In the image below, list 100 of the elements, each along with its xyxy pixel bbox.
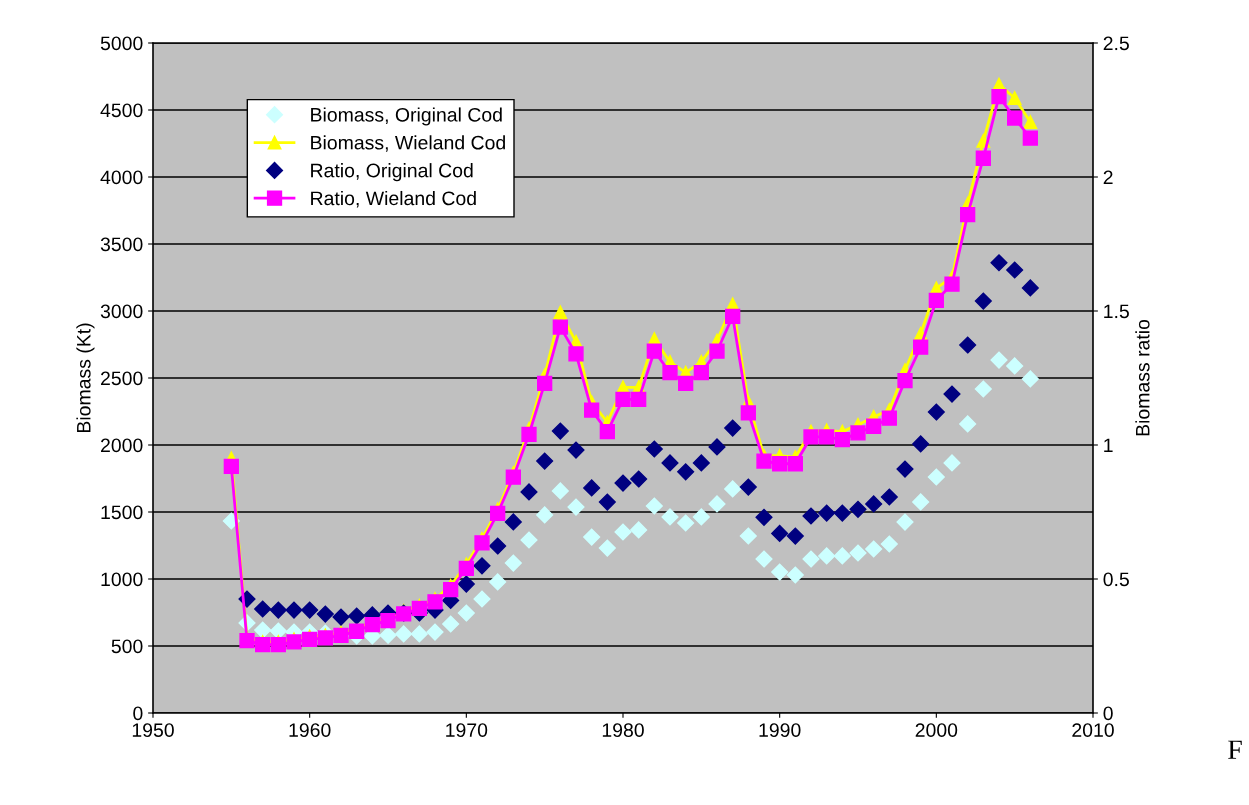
y-tick-label: 2000 — [101, 438, 143, 453]
point — [379, 626, 397, 644]
y2-tick-label: 0 — [1103, 706, 1113, 721]
point — [567, 441, 585, 459]
x-tick-label: 1960 — [289, 723, 331, 737]
y-tick-label: 4500 — [100, 103, 143, 118]
legend-label: Biomass, Original Cod — [311, 107, 502, 126]
y-tick-label: 1000 — [101, 572, 143, 587]
point — [802, 507, 820, 525]
point — [975, 150, 991, 166]
point — [645, 497, 663, 515]
legend-label: Biomass, Wieland Cod — [311, 135, 505, 152]
point — [631, 391, 647, 408]
point — [255, 637, 271, 653]
point — [756, 453, 772, 469]
point — [537, 375, 553, 391]
x-tick-label: 2000 — [915, 723, 958, 737]
point — [661, 508, 679, 526]
point — [583, 479, 601, 497]
point — [490, 505, 506, 521]
point — [880, 488, 898, 506]
y2-tick-label: 1 — [1104, 438, 1113, 453]
point — [677, 514, 695, 532]
point — [567, 498, 585, 516]
point — [943, 385, 961, 403]
point — [849, 544, 867, 562]
text: F — [1228, 740, 1242, 759]
point — [598, 539, 616, 557]
point — [645, 440, 663, 458]
point — [786, 527, 804, 545]
point — [474, 535, 490, 551]
point — [223, 458, 239, 475]
point — [880, 535, 898, 553]
y-tick-label: 500 — [111, 639, 143, 654]
point — [849, 500, 867, 518]
point — [380, 612, 396, 629]
point — [818, 547, 836, 565]
point — [457, 604, 475, 622]
point — [536, 452, 554, 470]
point — [395, 625, 413, 643]
point — [802, 550, 820, 568]
y-tick-label: 3500 — [100, 237, 143, 252]
point — [551, 422, 569, 440]
point — [505, 469, 521, 485]
point — [568, 346, 584, 362]
point — [678, 375, 694, 391]
point — [881, 410, 897, 426]
point — [348, 607, 366, 625]
point — [708, 438, 726, 456]
y-axis-title: Biomass (Kt) — [76, 323, 95, 433]
point — [960, 206, 976, 223]
point — [552, 319, 568, 335]
point — [693, 365, 709, 381]
point — [1006, 261, 1024, 279]
point — [662, 365, 678, 381]
y-tick-label: 5000 — [100, 36, 143, 51]
point — [740, 405, 756, 421]
point — [725, 308, 741, 324]
point — [786, 566, 804, 584]
point — [269, 601, 287, 619]
point — [254, 600, 272, 618]
y-tick-label: 1500 — [101, 505, 143, 520]
x-tick-label: 1980 — [602, 723, 644, 737]
y-tick-label: 3000 — [100, 304, 143, 319]
point — [332, 608, 350, 626]
y-tick-label: 2500 — [101, 371, 143, 386]
point — [928, 292, 944, 308]
point — [1007, 110, 1023, 126]
point — [614, 474, 632, 492]
point — [599, 423, 615, 440]
point — [990, 254, 1008, 272]
point — [536, 506, 554, 524]
point — [943, 454, 961, 472]
point — [990, 351, 1008, 369]
point — [239, 633, 255, 649]
point — [709, 343, 725, 359]
point — [771, 524, 789, 542]
point — [364, 616, 380, 633]
point — [646, 343, 662, 359]
point — [974, 380, 992, 398]
point — [489, 537, 507, 555]
point — [614, 523, 632, 541]
point — [739, 478, 757, 496]
point — [959, 336, 977, 354]
x-tick-label: 2010 — [1072, 723, 1114, 737]
point — [787, 456, 803, 472]
y2-tick-label: 1.5 — [1104, 304, 1129, 319]
point — [692, 454, 710, 472]
point — [473, 590, 491, 608]
point — [865, 495, 883, 513]
point — [316, 605, 334, 623]
point — [913, 339, 929, 355]
point — [677, 463, 695, 481]
point — [553, 305, 568, 320]
y-tick-label: 4000 — [100, 170, 143, 185]
point — [598, 493, 616, 511]
legend-label: Ratio, Wieland Cod — [311, 190, 476, 208]
point — [473, 557, 491, 575]
point — [520, 531, 538, 549]
point — [520, 483, 538, 501]
